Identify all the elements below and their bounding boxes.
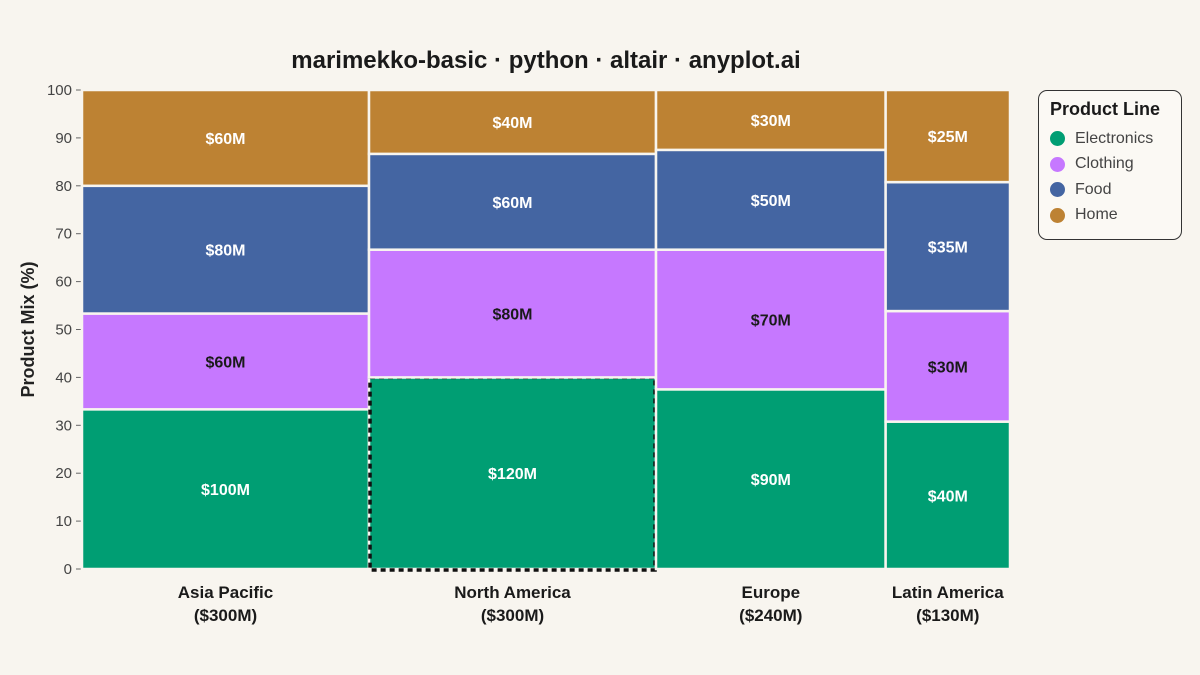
legend-label-clothing: Clothing	[1075, 155, 1134, 173]
y-tick-label-10: 10	[55, 513, 72, 530]
segment-north-america-electronics	[367, 376, 658, 571]
x-category-label-north-america: North America	[454, 583, 571, 602]
data-label-north-america-food: $60M	[492, 195, 532, 212]
x-category-label-latin-america: Latin America	[892, 583, 1004, 602]
y-tick-label-20: 20	[55, 465, 72, 482]
data-label-latin-america-electronics: $40M	[928, 488, 968, 505]
segment-latin-america-food	[884, 180, 1012, 313]
segment-north-america-food	[367, 152, 658, 251]
data-label-europe-food: $50M	[751, 193, 791, 210]
data-label-latin-america-food: $35M	[928, 240, 968, 257]
data-label-latin-america-clothing: $30M	[928, 359, 968, 376]
legend-label-food: Food	[1075, 180, 1112, 198]
y-tick-label-80: 80	[55, 178, 72, 195]
segment-europe-home	[654, 88, 887, 152]
legend-swatch-electronics	[1050, 131, 1065, 147]
y-tick-label-60: 60	[55, 274, 72, 291]
x-category-label-europe: Europe	[742, 583, 801, 602]
y-tick-label-100: 100	[47, 82, 72, 99]
data-label-europe-electronics: $90M	[751, 472, 791, 489]
segment-latin-america-clothing	[884, 309, 1012, 423]
y-tick-label-30: 30	[55, 417, 72, 434]
segment-latin-america-home	[884, 88, 1012, 184]
data-label-asia-pacific-clothing: $60M	[205, 354, 245, 371]
chart-title: marimekko-basic · python · altair · anyp…	[291, 47, 801, 74]
legend-label-electronics: Electronics	[1075, 129, 1154, 147]
y-tick-label-90: 90	[55, 130, 72, 147]
data-label-north-america-home: $40M	[492, 115, 532, 132]
y-tick-label-50: 50	[55, 322, 72, 339]
segment-north-america-clothing	[367, 248, 658, 379]
x-category-total-europe: ($240M)	[739, 606, 802, 625]
data-label-asia-pacific-home: $60M	[205, 131, 245, 148]
legend-item-clothing[interactable]: Clothing	[1050, 152, 1170, 178]
data-label-asia-pacific-electronics: $100M	[201, 482, 250, 499]
legend-swatch-food	[1050, 182, 1065, 198]
legend-title: Product Line	[1050, 99, 1161, 119]
legend-item-food[interactable]: Food	[1050, 177, 1170, 203]
data-label-north-america-clothing: $80M	[492, 307, 532, 324]
y-tick-label-0: 0	[64, 561, 72, 578]
y-tick-label-40: 40	[55, 369, 72, 386]
segment-north-america-home	[367, 88, 658, 156]
data-label-latin-america-home: $25M	[928, 129, 968, 146]
segment-europe-electronics	[654, 388, 887, 571]
x-category-total-north-america: ($300M)	[481, 606, 544, 625]
data-label-europe-clothing: $70M	[751, 313, 791, 330]
segment-europe-food	[654, 148, 887, 251]
y-tick-label-70: 70	[55, 226, 72, 243]
x-category-label-asia-pacific: Asia Pacific	[178, 583, 273, 602]
segment-europe-clothing	[654, 248, 887, 391]
y-axis-label: Product Mix (%)	[18, 261, 38, 397]
data-label-north-america-electronics: $120M	[488, 466, 537, 483]
segment-asia-pacific-food	[80, 184, 371, 315]
data-label-asia-pacific-food: $80M	[205, 243, 245, 260]
x-category-total-latin-america: ($130M)	[916, 606, 979, 625]
legend-swatch-home	[1050, 207, 1065, 223]
segment-latin-america-electronics	[884, 420, 1012, 571]
data-label-europe-home: $30M	[751, 113, 791, 130]
legend-item-home[interactable]: Home	[1050, 203, 1170, 229]
legend-label-home: Home	[1075, 206, 1118, 224]
legend: Product Line Electronics Clothing Food H…	[1038, 90, 1182, 240]
legend-item-electronics[interactable]: Electronics	[1050, 126, 1170, 152]
legend-swatch-clothing	[1050, 156, 1065, 172]
x-category-total-asia-pacific: ($300M)	[194, 606, 257, 625]
